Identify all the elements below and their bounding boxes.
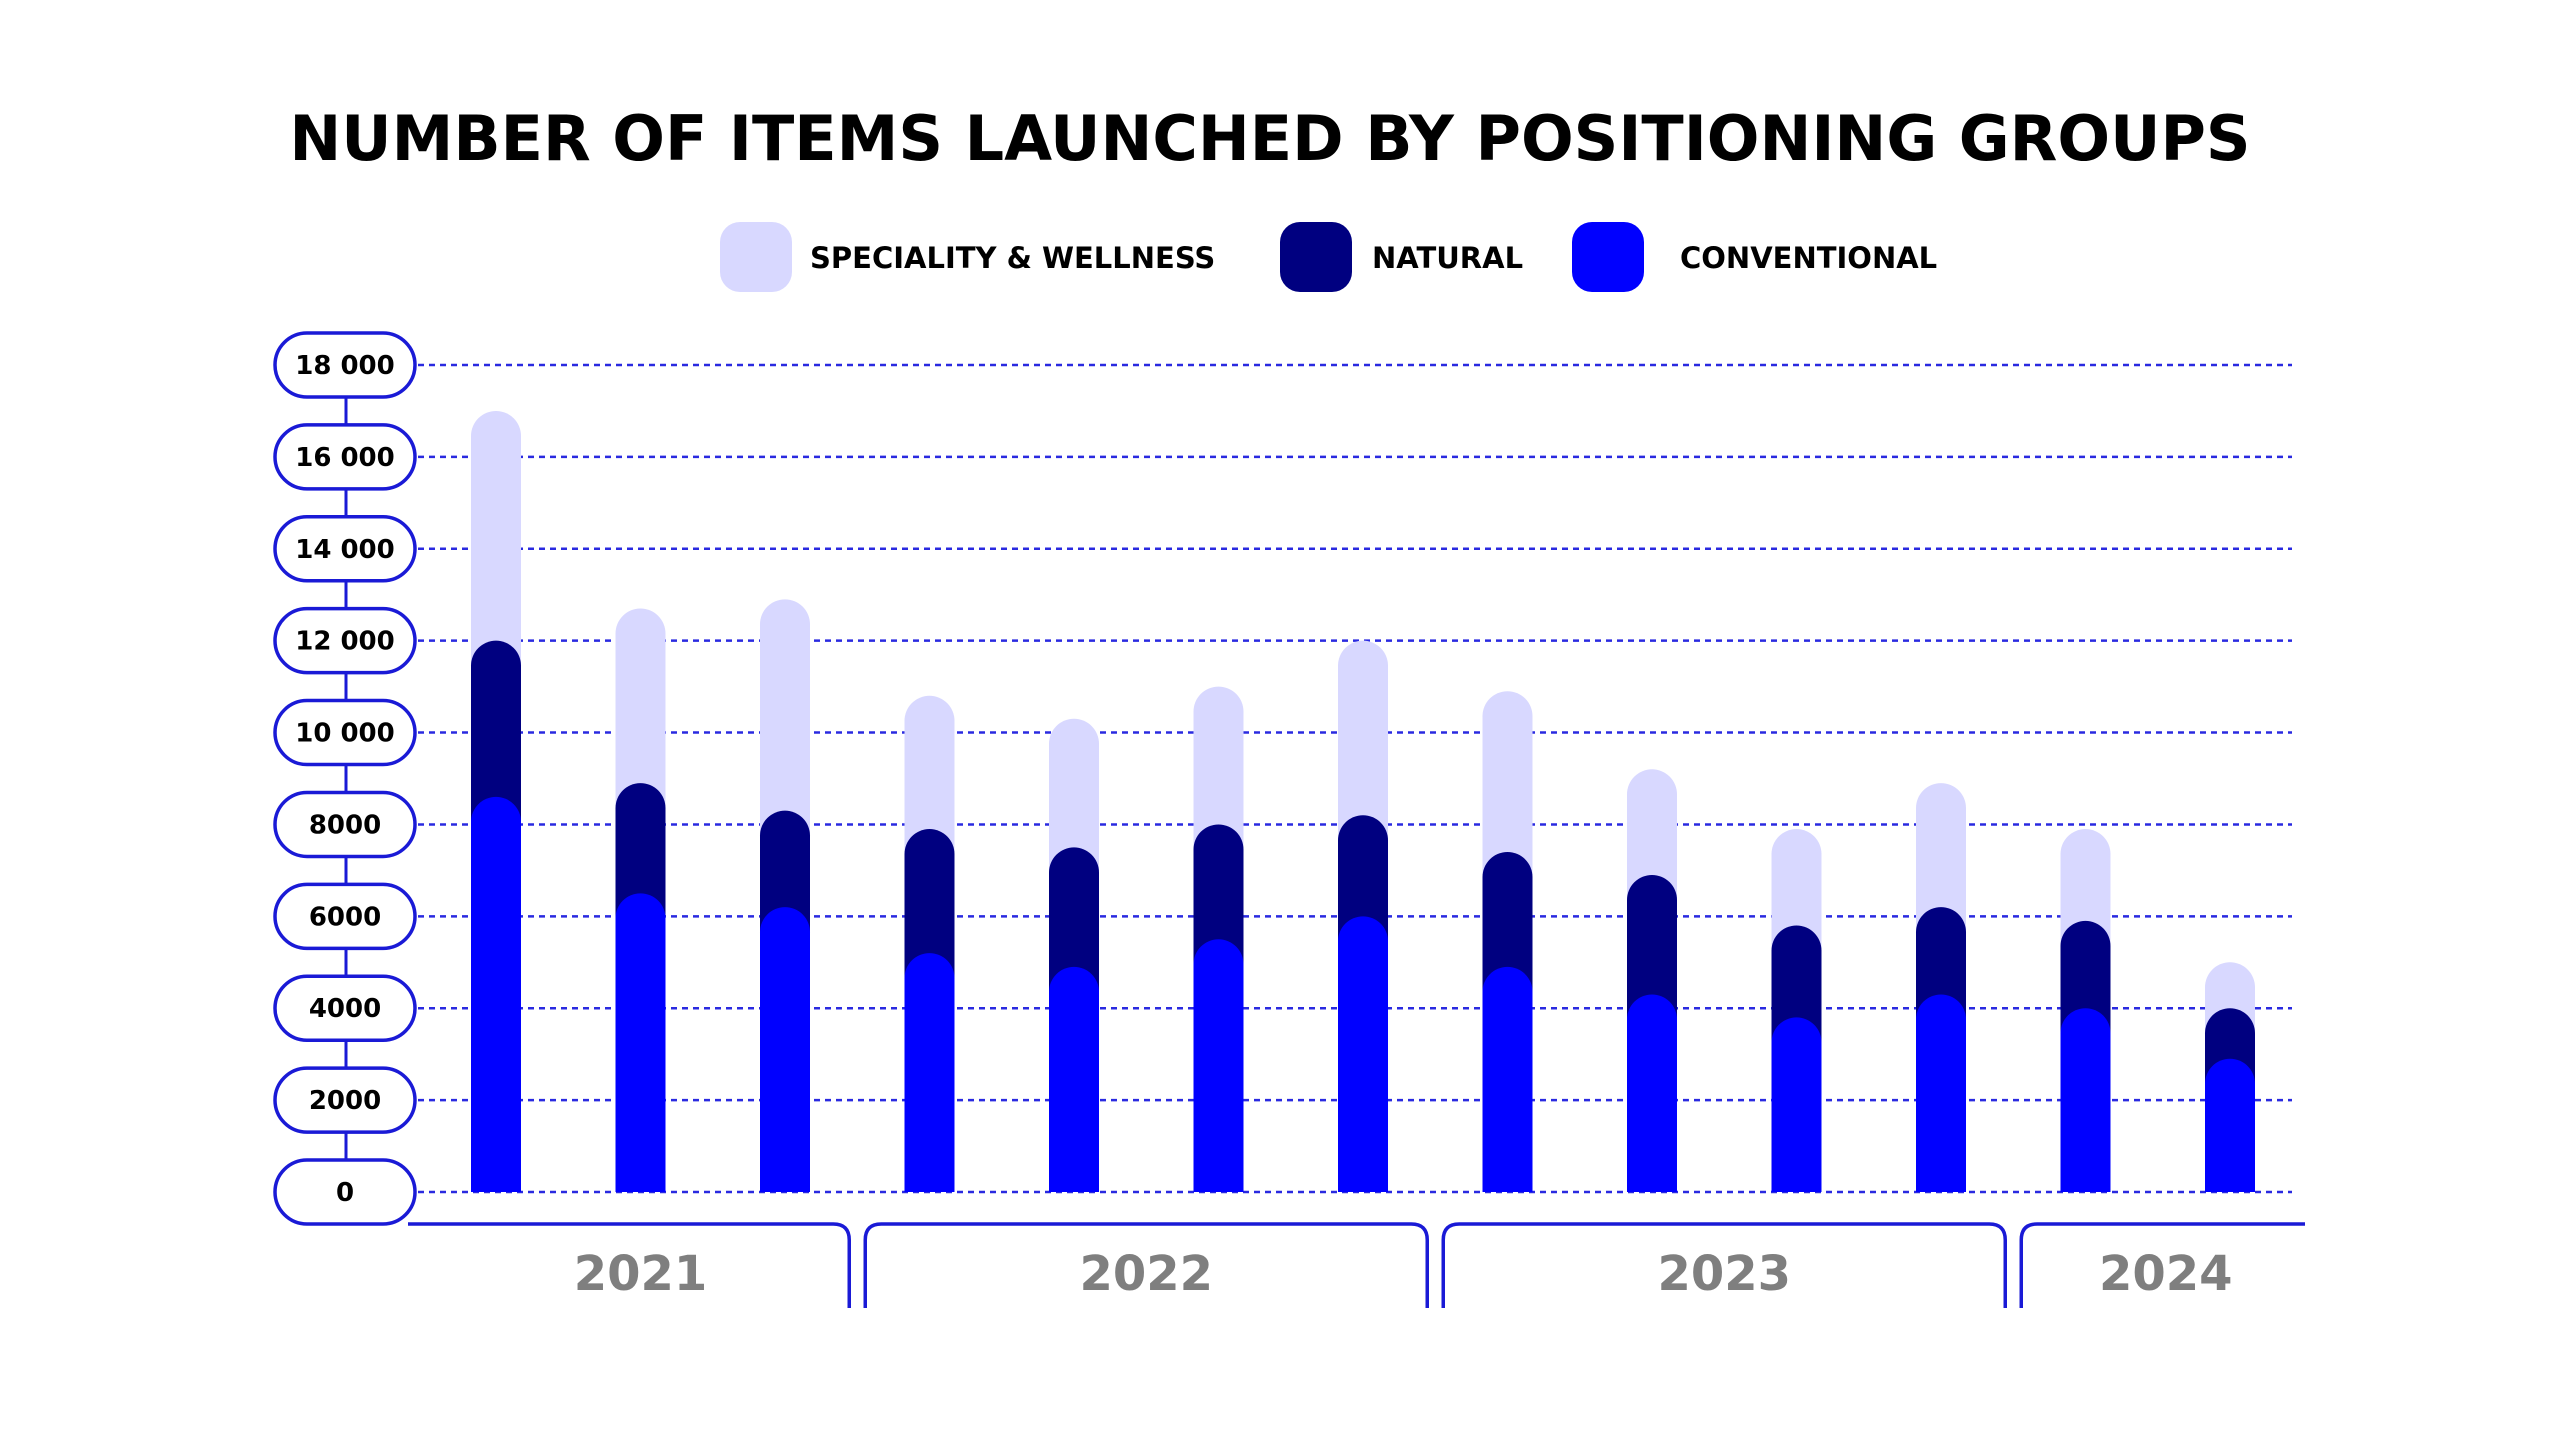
bars [471,410,2255,1192]
y-tick-label: 0 [336,1178,354,1208]
bar-base [904,1162,955,1192]
y-tick-label: 4000 [309,994,381,1024]
legend: SPECIALITY & WELLNESS NATURAL CONVENTIONAL [720,222,1937,292]
y-tick-pill [273,423,417,491]
y-tick-pill [273,1158,417,1226]
bar-segment [1482,966,1533,1192]
y-tick-pill [273,1066,417,1134]
y-tick-pill [273,790,417,859]
bar-segment [2060,1008,2111,1192]
year-bracket [2019,1222,2305,1308]
bar-segment [1771,1017,1822,1192]
year-label: 2023 [1657,1246,1791,1302]
y-tick-label: 16 000 [295,443,395,473]
bar-segment [760,907,810,1192]
bar-base [1193,1162,1244,1192]
bar-base [760,1162,810,1192]
y-tick-pill [273,974,417,1042]
y-tick-pill [273,515,417,583]
bar-base [615,1162,666,1192]
y-tick-label: 10 000 [295,719,395,749]
year-label: 2021 [574,1246,708,1302]
y-tick-label: 2000 [309,1086,381,1116]
y-tick-label: 8000 [309,810,381,840]
bar-base [1482,1162,1533,1192]
bar-base [1627,1162,1677,1192]
y-tick-label: 6000 [309,902,381,932]
bar-segment [1338,916,1388,1192]
bar-segment [1916,994,1966,1192]
bar-base [471,1162,521,1192]
bar-base [1916,1162,1966,1192]
bar-segment [1627,994,1677,1192]
legend-label: NATURAL [1372,241,1523,275]
bar-base [1049,1162,1099,1192]
year-bracket [1441,1222,2007,1308]
bar-base [1338,1162,1388,1192]
legend-swatch [1572,222,1644,292]
year-bracket [863,1222,1429,1308]
bar-segment [471,796,521,1192]
y-tick-pill [273,331,417,399]
y-tick-label: 14 000 [295,535,395,565]
bar-segment [615,893,666,1192]
bar-segment [1049,966,1099,1192]
bar-base [2060,1162,2111,1192]
bar-base [2205,1162,2255,1192]
year-label: 2022 [1079,1246,1213,1302]
y-tick-pill [273,882,417,951]
chart-title: NUMBER OF ITEMS LAUNCHED BY POSITIONING … [289,102,2250,175]
y-axis: 0 2000 4000 6000 8000 10 000 12 000 14 000 16 00… [273,331,417,1226]
legend-label: SPECIALITY & WELLNESS [810,241,1215,275]
year-label: 2024 [2099,1246,2233,1302]
year-bracket [408,1222,851,1308]
y-tick-pill [273,698,417,767]
bar-segment [1193,939,1244,1192]
y-tick-label: 12 000 [295,627,395,657]
legend-label: CONVENTIONAL [1680,241,1937,275]
bar-segment [904,953,955,1192]
bar-segment [2205,1058,2255,1192]
legend-swatch [1280,222,1352,292]
y-tick-pill [273,606,417,675]
y-tick-label: 18 000 [295,351,395,381]
legend-swatch [720,222,792,292]
bar-base [1771,1162,1822,1192]
x-axis-year-groups: 2021 2022 2023 2024 [408,1222,2305,1308]
